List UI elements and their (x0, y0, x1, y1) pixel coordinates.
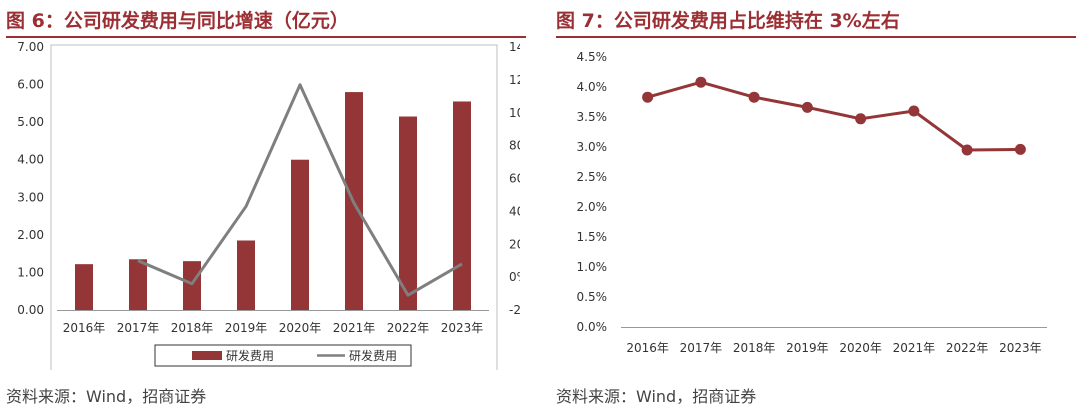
x-tick-label: 2022年 (946, 341, 989, 355)
ratio-line (647, 80, 1021, 152)
x-tick-label: 2016年 (63, 321, 106, 335)
y-right-tick-label: 80% (509, 139, 520, 153)
bar (237, 240, 255, 310)
y-tick-label: 2.0% (577, 200, 608, 214)
y-tick-label: 4.5% (577, 50, 608, 64)
y-left-tick-label: 6.00 (17, 78, 44, 92)
x-tick-label: 2021年 (333, 321, 376, 335)
x-tick-label: 2018年 (733, 341, 776, 355)
chart-title: 图 7：公司研发费用占比维持在 3%左右 (556, 10, 900, 32)
bar (453, 101, 471, 310)
title-divider (6, 36, 526, 38)
y-tick-label: 0.5% (577, 290, 608, 304)
x-tick-label: 2017年 (117, 321, 160, 335)
y-left-tick-label: 0.00 (17, 303, 44, 317)
y-tick-label: 4.0% (577, 80, 608, 94)
title-divider (556, 36, 1076, 38)
legend-label: 研发费用 (349, 348, 397, 363)
data-point (855, 113, 867, 125)
x-tick-label: 2023年 (999, 341, 1042, 355)
bar (183, 261, 201, 310)
y-right-tick-label: 60% (509, 172, 520, 186)
x-tick-label: 2016年 (626, 341, 669, 355)
x-tick-label: 2019年 (225, 321, 268, 335)
y-right-tick-label: 140% (509, 40, 520, 54)
y-left-tick-label: 4.00 (17, 153, 44, 167)
data-point (642, 91, 654, 103)
y-left-tick-label: 1.00 (17, 265, 44, 279)
data-point (695, 76, 707, 88)
bar (75, 264, 93, 310)
legend-swatch-bar (192, 351, 222, 360)
y-right-tick-label: 100% (509, 106, 520, 120)
chart-title: 图 6：公司研发费用与同比增速（亿元） (6, 10, 349, 32)
y-right-tick-label: 120% (509, 73, 520, 87)
y-left-tick-label: 2.00 (17, 228, 44, 242)
y-tick-label: 3.5% (577, 110, 608, 124)
data-point (908, 105, 920, 117)
rd-expense-chart: 研发费用 研发费用 0.00 1.00 2.00 3.00 4.00 5.00 6.00 7.… (0, 40, 520, 370)
bar (291, 159, 309, 310)
growth-line (137, 83, 463, 297)
chart-source: 资料来源：Wind，招商证券 (6, 387, 207, 406)
data-point (748, 91, 760, 103)
bar (129, 259, 147, 310)
bar (399, 116, 417, 310)
y-tick-label: 1.0% (577, 260, 608, 274)
x-tick-label: 2020年 (839, 341, 882, 355)
y-tick-label: 1.5% (577, 230, 608, 244)
y-tick-label: 2.5% (577, 170, 608, 184)
data-point (961, 144, 973, 156)
y-right-tick-label: 0% (509, 270, 520, 284)
data-point (1014, 143, 1026, 155)
plot-frame (50, 44, 498, 370)
x-tick-label: 2018年 (171, 321, 214, 335)
y-left-tick-label: 5.00 (17, 115, 44, 129)
y-right-tick-label: 40% (509, 204, 520, 218)
x-tick-label: 2017年 (680, 341, 723, 355)
x-tick-label: 2019年 (786, 341, 829, 355)
chart-source: 资料来源：Wind，招商证券 (556, 387, 757, 406)
legend (154, 344, 412, 367)
y-tick-label: 0.0% (577, 320, 608, 334)
y-tick-label: 3.0% (577, 140, 608, 154)
y-right-tick-label: 20% (509, 237, 520, 251)
y-right-tick-label: -20% (509, 303, 520, 317)
x-tick-label: 2021年 (893, 341, 936, 355)
y-left-tick-label: 3.00 (17, 190, 44, 204)
legend-label: 研发费用 (226, 348, 274, 363)
x-tick-label: 2023年 (441, 321, 484, 335)
x-tick-label: 2020年 (279, 321, 322, 335)
x-tick-label: 2022年 (387, 321, 430, 335)
rd-ratio-chart: 0.0% 0.5% 1.0% 1.5% 2.0% 2.5% 3.0% 3.5% 4.0% 4.5%… (556, 40, 1076, 370)
data-point (801, 101, 813, 113)
y-left-tick-label: 7.00 (17, 40, 44, 54)
